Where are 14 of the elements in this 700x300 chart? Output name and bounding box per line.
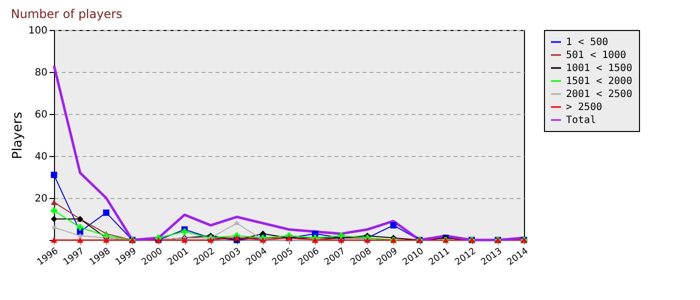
y-tick-label: 100: [28, 26, 48, 36]
legend-label: 1501 < 2000: [566, 76, 632, 87]
y-tick-label: 80: [34, 68, 48, 78]
chart-title: Number of players: [10, 7, 122, 21]
legend-label: Total: [566, 115, 596, 126]
y-axis-title: Players: [10, 112, 26, 160]
legend-label: 1001 < 1500: [566, 63, 632, 74]
y-tick-label: 20: [34, 194, 48, 204]
legend-label: 2001 < 2500: [566, 89, 632, 100]
y-tick-label: 60: [34, 110, 48, 120]
legend-label: 1 < 500: [566, 37, 608, 48]
legend-label: 501 < 1000: [566, 50, 626, 61]
legend-label: > 2500: [566, 102, 602, 113]
y-tick-label: 40: [34, 152, 48, 162]
